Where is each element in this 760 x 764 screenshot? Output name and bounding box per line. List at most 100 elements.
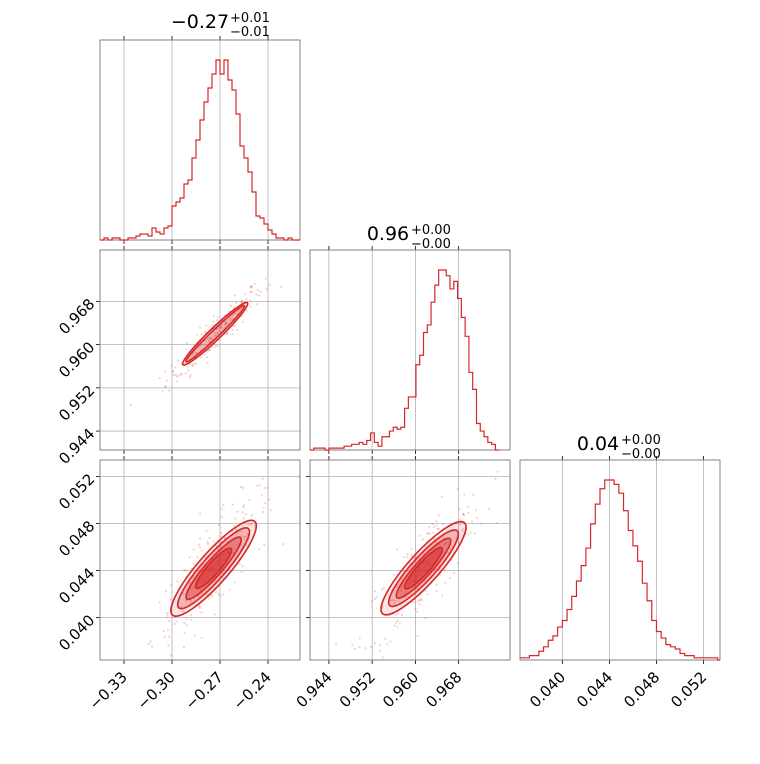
scatter-point (435, 589, 438, 593)
scatter-point (259, 290, 263, 293)
x-tick-label: 0.952 (336, 668, 379, 711)
scatter-point (457, 508, 461, 511)
title-param-0-plus: +0.01 (230, 11, 270, 26)
scatter-point (457, 541, 460, 544)
scatter-point (247, 523, 250, 526)
scatter-point (205, 529, 208, 533)
scatter-point (151, 677, 153, 679)
scatter-point (268, 283, 271, 286)
scatter-point (369, 645, 373, 649)
scatter-point (200, 637, 203, 640)
scatter-point (216, 332, 219, 335)
scatter-point (436, 527, 439, 530)
y-tick-label: 0.952 (55, 381, 98, 424)
scatter-point (192, 586, 195, 589)
scatter-point (176, 359, 180, 362)
scatter-point (208, 339, 211, 343)
scatter-point (198, 546, 201, 549)
scatter-point (354, 664, 356, 666)
scatter-point (395, 621, 398, 624)
scatter-point (424, 589, 427, 593)
scatter-point (234, 528, 238, 531)
scatter-point (379, 649, 382, 652)
scatter-point (437, 527, 440, 530)
scatter-point (461, 528, 465, 531)
scatter-point (191, 364, 194, 367)
scatter-point (224, 320, 227, 323)
scatter-point (204, 330, 207, 333)
y-tick-label: 0.048 (55, 517, 98, 560)
scatter-point (147, 642, 150, 645)
scatter-point (463, 514, 466, 517)
scatter-point (182, 592, 185, 595)
contour-level-1 (185, 304, 246, 363)
scatter-point (467, 511, 470, 514)
title-param-2-plus: +0.00 (621, 433, 661, 448)
scatter-point (238, 563, 241, 566)
scatter-point (208, 536, 211, 540)
scatter-point (168, 620, 171, 623)
scatter-point (171, 370, 175, 374)
scatter-point (173, 622, 176, 625)
scatter-point (185, 341, 188, 345)
contour-level-0 (181, 301, 249, 366)
scatter-point (213, 613, 216, 616)
scatter-point (172, 369, 175, 373)
scatter-point (267, 486, 270, 489)
scatter-point (410, 554, 413, 557)
scatter-point (258, 484, 261, 487)
scatter-point (167, 644, 170, 647)
scatter-point (395, 548, 399, 551)
scatter-point (473, 532, 476, 535)
scatter-point (435, 584, 438, 587)
scatter-point (400, 585, 404, 588)
scatter-point (370, 600, 373, 603)
scatter-point (435, 520, 438, 523)
x-tick-label: −0.33 (86, 668, 131, 713)
scatter-point (166, 612, 169, 615)
scatter-point (187, 369, 190, 372)
scatter-point (213, 345, 216, 348)
scatter-point (189, 374, 192, 377)
scatter-point (231, 328, 234, 332)
scatter-point (418, 534, 421, 537)
x-tick-label: 0.052 (667, 668, 710, 711)
scatter-point (253, 525, 257, 528)
scatter-point (164, 384, 167, 388)
scatter-point (398, 622, 402, 625)
title-param-2: 0.04 (577, 433, 619, 455)
scatter-point (241, 299, 244, 302)
scatter-point (206, 337, 209, 340)
scatter-point (462, 512, 465, 515)
scatter-point (447, 551, 450, 554)
scatter-point (390, 599, 393, 602)
scatter-point (391, 598, 394, 602)
scatter-point (236, 510, 239, 513)
scatter-point (250, 290, 253, 293)
scatter-point (217, 547, 220, 550)
scatter-point (150, 645, 154, 648)
scatter-point (373, 642, 377, 645)
scatter-point (412, 601, 415, 604)
scatter-point (264, 277, 267, 280)
scatter-point (189, 587, 192, 590)
histogram-series-2 (520, 479, 720, 661)
scatter-point (261, 510, 265, 514)
y-tick-label: 0.960 (55, 338, 98, 381)
scatter-point (245, 535, 248, 538)
scatter-point (204, 556, 207, 559)
x-tick-label: −0.30 (134, 668, 179, 713)
scatter-point (182, 569, 186, 572)
scatter-point (494, 477, 497, 480)
scatter-point (426, 532, 429, 535)
scatter-point (426, 593, 429, 596)
scatter-point (161, 390, 164, 393)
scatter-point (466, 505, 469, 509)
scatter-point (403, 555, 406, 559)
scatter-point (462, 513, 465, 516)
scatter-point (204, 339, 207, 342)
scatter-point (218, 330, 222, 333)
scatter-point (456, 562, 460, 565)
scatter-content (334, 470, 499, 666)
scatter-point (472, 493, 475, 496)
